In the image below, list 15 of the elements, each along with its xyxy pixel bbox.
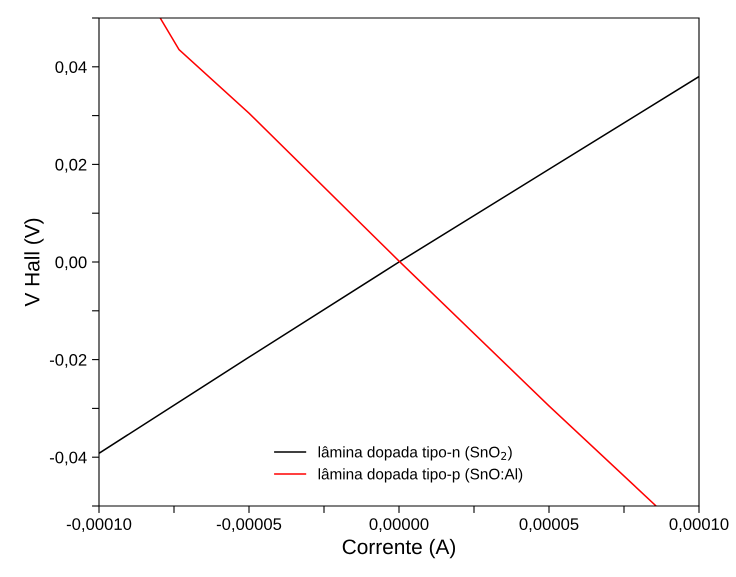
y-tick-label: -0,04 [50, 452, 87, 466]
legend-label: lâmina dopada tipo-n (SnO$_{2}$) [318, 446, 512, 460]
x-tick-label: 0,00005 [520, 518, 578, 532]
legend-label: lâmina dopada tipo-p (SnO:Al) [318, 468, 522, 482]
y-tick-label: 0,02 [55, 158, 86, 173]
line-series [159, 18, 657, 506]
x-tick-label: -0,00005 [216, 518, 282, 532]
y-tick-label: 0,04 [55, 61, 87, 75]
x-axis-title: Corrente (A) [342, 538, 456, 558]
y-tick-label: 0,00 [55, 256, 87, 270]
x-tick-label: -0,00010 [66, 518, 132, 532]
y-axis-title: V Hall (V) [24, 218, 44, 306]
y-tick-label: -0,02 [50, 354, 86, 368]
x-tick-label: 0,00010 [670, 518, 728, 532]
x-tick-label: 0,00000 [370, 518, 428, 532]
